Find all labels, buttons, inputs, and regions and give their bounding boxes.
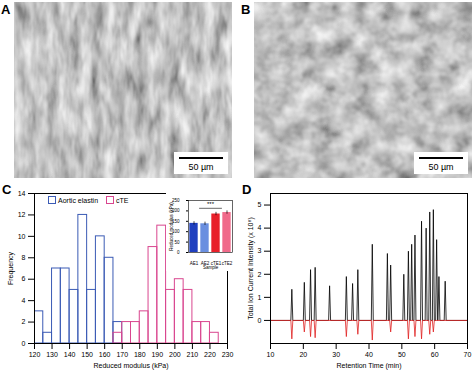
html-text:AE2 cTE1: AE2 cTE1 — [200, 260, 222, 266]
svg-text:Retention Time (min): Retention Time (min) — [337, 362, 402, 370]
svg-text:2: 2 — [22, 318, 26, 325]
svg-text:Sample: Sample — [203, 265, 219, 270]
svg-text:50: 50 — [398, 351, 406, 358]
svg-text:210: 210 — [187, 351, 199, 358]
svg-text:170: 170 — [116, 351, 128, 358]
svg-text:0: 0 — [177, 250, 180, 255]
svg-text:12: 12 — [18, 211, 26, 218]
svg-text:1: 1 — [258, 294, 262, 301]
svg-text:140: 140 — [64, 351, 76, 358]
html-text:Aortic elastin: Aortic elastin — [58, 197, 99, 204]
svg-text:cTE2: cTE2 — [222, 261, 233, 266]
svg-text:30: 30 — [332, 351, 340, 358]
svg-text:50 µm: 50 µm — [188, 162, 213, 172]
svg-text:200: 200 — [172, 208, 180, 214]
html-text:A: A — [1, 2, 11, 17]
svg-text:70: 70 — [464, 351, 472, 358]
svg-text:4: 4 — [258, 224, 262, 231]
svg-text:150: 150 — [172, 218, 180, 224]
svg-text:Reduced modulus (kPa): Reduced modulus (kPa) — [93, 362, 168, 370]
svg-text:50 µm: 50 µm — [428, 162, 453, 172]
svg-text:Reduced modulus (kPa): Reduced modulus (kPa) — [169, 202, 174, 251]
svg-text:Frequency: Frequency — [7, 251, 15, 285]
svg-text:160: 160 — [99, 351, 111, 358]
svg-text:2: 2 — [258, 271, 262, 278]
svg-text:10: 10 — [267, 351, 275, 358]
svg-text:20: 20 — [299, 351, 307, 358]
svg-text:***: *** — [207, 201, 215, 207]
svg-text:120: 120 — [29, 351, 41, 358]
svg-text:60: 60 — [431, 351, 439, 358]
html-text:cTE: cTE — [116, 197, 129, 204]
svg-text:0: 0 — [258, 317, 262, 324]
svg-text:230: 230 — [222, 351, 234, 358]
svg-text:3: 3 — [258, 247, 262, 254]
svg-text:6: 6 — [22, 275, 26, 282]
svg-text:150: 150 — [81, 351, 93, 358]
svg-text:220: 220 — [204, 351, 216, 358]
svg-text:180: 180 — [134, 351, 146, 358]
html-text:D: D — [242, 182, 252, 197]
svg-text:190: 190 — [151, 351, 163, 358]
svg-text:100: 100 — [172, 229, 180, 235]
svg-text:250: 250 — [172, 198, 180, 203]
svg-text:130: 130 — [46, 351, 58, 358]
svg-text:AE1: AE1 — [190, 261, 199, 266]
html-text:C: C — [2, 182, 12, 197]
svg-text:8: 8 — [22, 254, 26, 261]
svg-text:Total Ion Current Intensity (x: Total Ion Current Intensity (x 10⁸) — [247, 217, 255, 320]
svg-text:4: 4 — [22, 297, 26, 304]
svg-text:10: 10 — [18, 233, 26, 240]
svg-text:0: 0 — [22, 340, 26, 347]
svg-text:50: 50 — [174, 240, 180, 245]
svg-text:40: 40 — [365, 351, 373, 358]
svg-text:14: 14 — [18, 190, 26, 197]
svg-text:200: 200 — [169, 351, 181, 358]
svg-text:5: 5 — [258, 201, 262, 208]
html-text:B: B — [241, 2, 251, 17]
